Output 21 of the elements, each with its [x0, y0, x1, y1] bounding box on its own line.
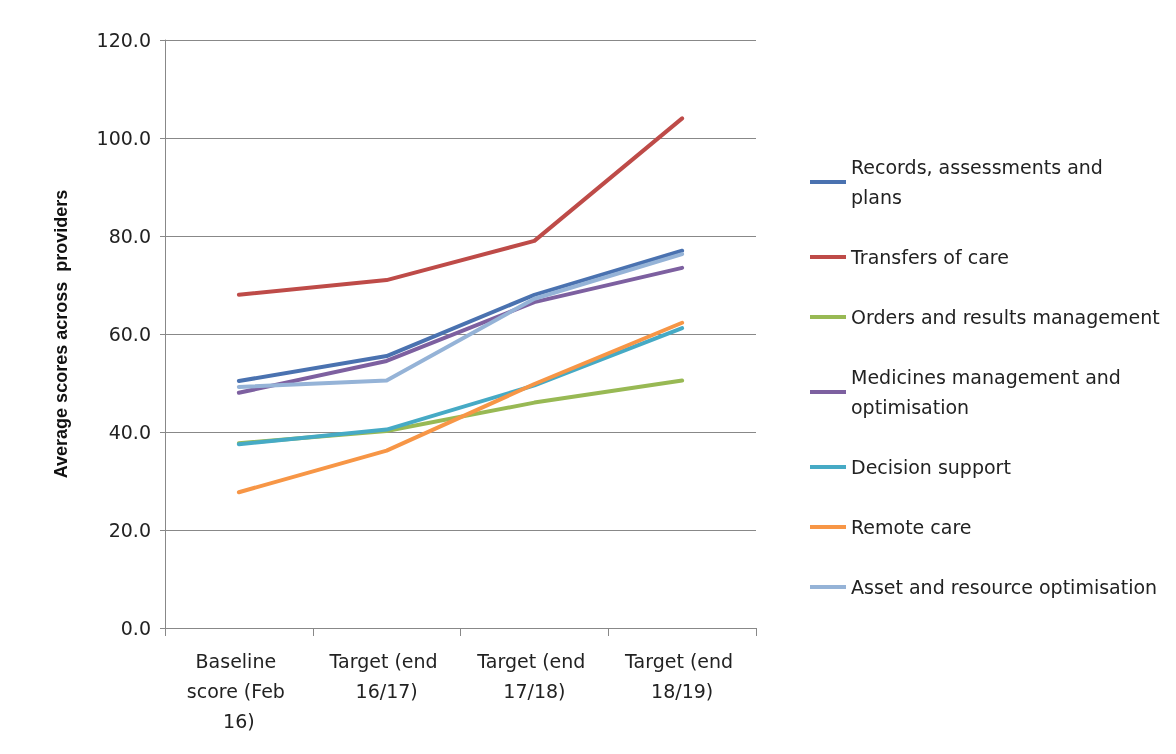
legend-label: Transfers of care [850, 246, 1009, 268]
y-tick-label: 20.0 [108, 519, 151, 541]
line-series [236, 116, 685, 297]
x-tick-label: Target (end 18/19) [624, 650, 740, 702]
x-tick-label: Target (end 16/17) [328, 650, 444, 702]
x-tick-label: Target (end 17/18) [476, 650, 592, 702]
line-series [236, 320, 685, 495]
x-tick-label: Baseline score (Feb 16) [186, 650, 291, 732]
legend-label: Orders and results management [851, 306, 1160, 328]
y-tick-label: 80.0 [108, 225, 151, 247]
legend-label: Decision support [851, 456, 1011, 478]
y-tick-label: 100.0 [96, 127, 151, 149]
legend-label: Medicines management and optimisation [851, 366, 1127, 418]
legend-label: Records, assessments and plans [851, 156, 1109, 208]
y-tick-label: 120.0 [96, 29, 151, 51]
y-tick-label: 40.0 [108, 421, 151, 443]
legend-label: Asset and resource optimisation [851, 576, 1158, 598]
y-axis-title: Average scores across providers [51, 189, 71, 479]
legend-label: Remote care [851, 516, 972, 538]
y-tick-label: 0.0 [120, 617, 151, 639]
y-tick-label: 60.0 [108, 323, 151, 345]
